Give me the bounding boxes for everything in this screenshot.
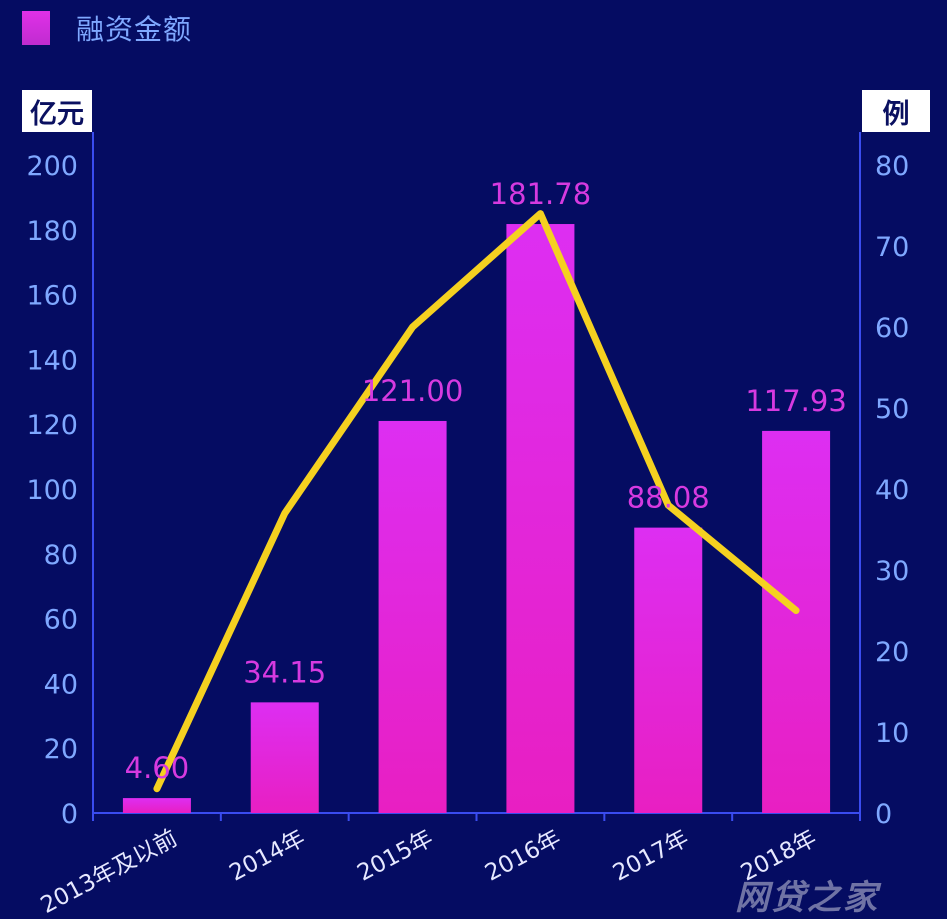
left-tick-label: 20: [44, 734, 78, 765]
x-category-label: 2015年: [353, 825, 437, 886]
left-axis-unit: 亿元: [22, 90, 92, 132]
bar-value-label: 117.93: [745, 384, 846, 418]
bar-value-label: 181.78: [490, 177, 591, 211]
left-tick-label: 120: [26, 410, 78, 441]
bar: [122, 798, 191, 813]
bar: [378, 420, 447, 813]
left-tick-label: 60: [44, 605, 78, 636]
right-tick-label: 50: [875, 394, 909, 425]
bar-value-label: 34.15: [243, 655, 326, 689]
right-tick-label: 30: [875, 556, 909, 587]
left-tick-label: 140: [26, 345, 78, 376]
legend-label: 融资金额: [76, 13, 193, 46]
right-tick-label: 20: [875, 637, 909, 668]
bar-value-label: 121.00: [362, 374, 463, 408]
bar: [250, 702, 319, 813]
right-tick-label: 10: [875, 718, 909, 749]
bar: [634, 527, 703, 813]
right-axis-unit: 例: [862, 90, 930, 132]
x-category-label: 2013年及以前: [37, 825, 182, 916]
bar-value-label: 88.08: [627, 481, 710, 515]
bar-value-label: 4.60: [125, 751, 190, 785]
left-tick-label: 200: [26, 151, 78, 182]
right-tick-label: 0: [875, 799, 892, 830]
left-tick-label: 180: [26, 216, 78, 247]
legend: 融资金额: [22, 8, 192, 48]
right-tick-label: 60: [875, 313, 909, 344]
x-category-label: 2014年: [225, 825, 309, 886]
x-category-label: 2016年: [481, 825, 565, 886]
right-tick-label: 70: [875, 232, 909, 263]
right-tick-label: 80: [875, 151, 909, 182]
legend-swatch: [22, 11, 50, 45]
right-tick-label: 40: [875, 475, 909, 506]
bar: [506, 224, 575, 813]
left-tick-label: 40: [44, 669, 78, 700]
watermark: 网贷之家: [735, 878, 879, 918]
bar: [762, 430, 831, 813]
line-series: [153, 210, 800, 793]
left-tick-label: 0: [61, 799, 78, 830]
x-category-label: 2017年: [609, 825, 693, 886]
left-tick-label: 80: [44, 540, 78, 571]
left-tick-label: 160: [26, 281, 78, 312]
left-tick-label: 100: [26, 475, 78, 506]
